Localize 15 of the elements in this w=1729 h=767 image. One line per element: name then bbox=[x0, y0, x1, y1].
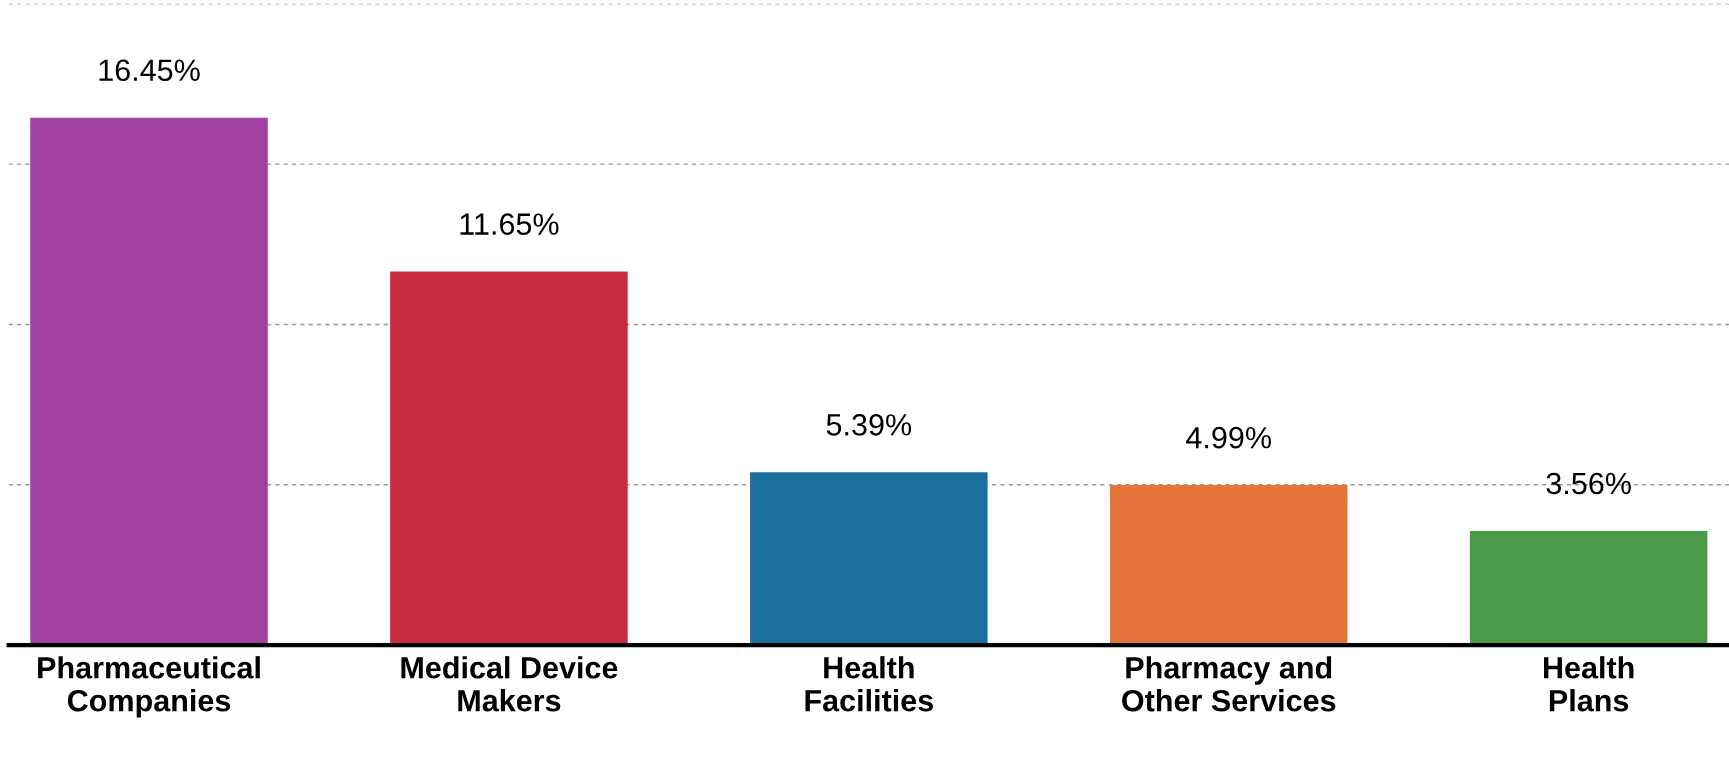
x-tick-label: Health Facilities bbox=[805, 656, 933, 712]
bar bbox=[30, 117, 268, 646]
bar bbox=[1469, 530, 1708, 646]
x-tick-label: Medical Device Makers bbox=[401, 656, 618, 712]
x-tick-label: Pharmacy and Other Services bbox=[1122, 656, 1336, 712]
data-label: 5.39% bbox=[826, 414, 912, 436]
data-label: 3.56% bbox=[1546, 472, 1631, 495]
bar bbox=[1109, 485, 1348, 646]
x-tick-label: Health Plans bbox=[1543, 656, 1634, 712]
bar bbox=[750, 472, 988, 646]
data-label: 11.65% bbox=[460, 213, 559, 235]
data-label: 4.99% bbox=[1186, 426, 1271, 449]
bar bbox=[390, 271, 628, 646]
data-label: 16.45% bbox=[99, 59, 200, 82]
x-tick-label: Pharmaceutical Companies bbox=[38, 656, 260, 718]
